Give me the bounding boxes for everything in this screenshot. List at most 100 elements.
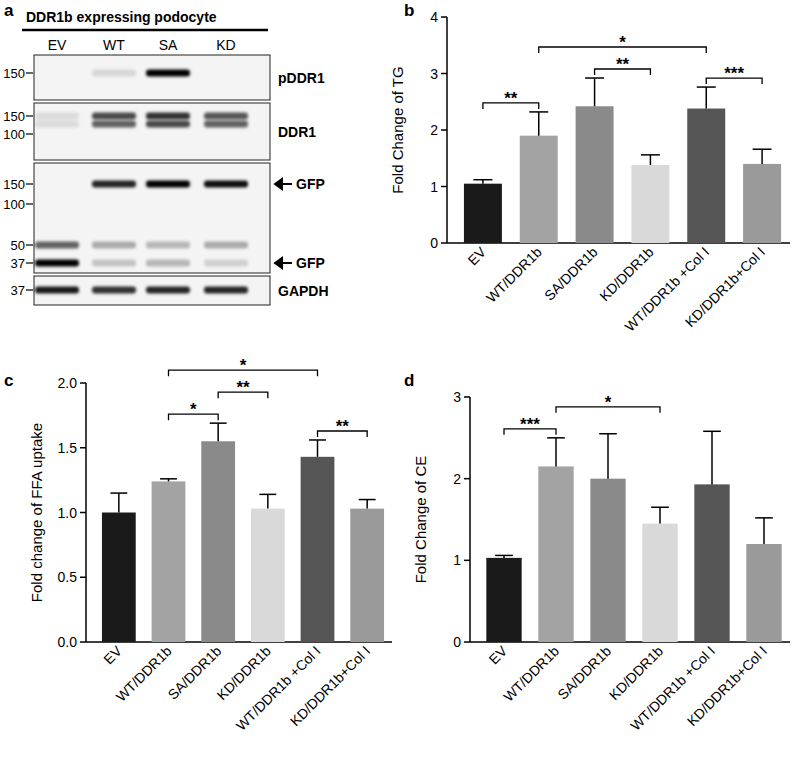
bar	[486, 558, 521, 642]
error-cap	[599, 433, 617, 435]
band	[92, 70, 136, 77]
error-cap	[110, 492, 127, 494]
arrow-label: GFP	[296, 255, 325, 271]
x-tick-label: KD/DDR1b+Col I	[682, 244, 768, 330]
band	[92, 242, 136, 249]
marker-label: 37	[11, 256, 25, 271]
sig-label: ***	[520, 415, 540, 434]
band	[35, 181, 79, 188]
band	[204, 70, 248, 77]
error-cap	[703, 431, 721, 433]
y-axis-label: Fold Change of CE	[412, 456, 429, 584]
error-cap	[651, 507, 669, 509]
y-tick	[464, 478, 470, 480]
title-rule	[22, 29, 268, 32]
band	[92, 181, 136, 188]
marker-tick	[26, 244, 33, 245]
y-tick-label: 2	[430, 122, 438, 138]
arrow	[275, 258, 292, 268]
bar	[687, 109, 725, 243]
error-bar	[359, 500, 376, 509]
marker-label: 100	[3, 127, 25, 142]
error-bar	[259, 494, 276, 508]
plot-area	[102, 423, 384, 642]
marker-tick	[26, 72, 33, 73]
error-bar	[547, 438, 565, 467]
lane-label: WT	[103, 37, 125, 53]
y-tick-label: 4	[430, 9, 438, 25]
bar	[746, 544, 781, 642]
band	[35, 242, 79, 249]
marker-label: 150	[3, 177, 25, 192]
x-tick-label: KD/DDR1b+Col I	[684, 643, 770, 729]
band	[146, 287, 190, 294]
error-bar	[599, 434, 617, 479]
error-stem	[217, 423, 219, 441]
bar	[642, 524, 677, 642]
band	[204, 287, 248, 294]
blot-box	[34, 163, 270, 273]
marker-label: 50	[11, 238, 25, 253]
bar	[201, 441, 235, 642]
bar	[538, 466, 573, 642]
bands	[35, 113, 248, 128]
error-stem	[118, 493, 120, 512]
x-tick-label: WT/DDR1b +Col I	[627, 643, 718, 734]
bar	[743, 164, 781, 243]
error-bar	[651, 507, 669, 523]
error-bar	[755, 518, 773, 544]
row-label: pDDR1	[278, 70, 325, 86]
y-tick	[441, 129, 447, 131]
band	[204, 181, 248, 188]
y-tick-label: 3	[453, 389, 461, 405]
x-tick-label: EV	[486, 642, 511, 667]
y-tick	[441, 16, 447, 18]
band	[146, 121, 190, 128]
error-stem	[711, 431, 713, 484]
band	[92, 121, 136, 128]
y-tick	[464, 396, 470, 398]
chart-bar: c0.00.51.01.52.0Fold change of FFA uptak…	[4, 356, 392, 733]
sig-label: **	[504, 89, 518, 108]
bar	[631, 165, 669, 243]
chart-bar: d0123Fold Change of CEEVWT/DDR1bSA/DDR1b…	[404, 371, 790, 734]
bar	[251, 509, 285, 642]
y-tick	[80, 447, 86, 449]
band	[35, 113, 79, 120]
error-stem	[763, 518, 765, 544]
y-tick-label: 3	[430, 66, 438, 82]
row-label: GAPDH	[278, 283, 329, 299]
x-tick-label: WT/DDR1b	[500, 643, 562, 705]
error-cap	[160, 478, 177, 480]
error-bar	[309, 440, 326, 457]
error-cap	[529, 111, 548, 113]
error-cap	[641, 154, 660, 156]
marker-tick	[26, 289, 33, 290]
y-axis-label: Fold Change of TG	[389, 66, 406, 193]
marker-tick	[26, 133, 33, 134]
band	[35, 287, 79, 294]
y-tick-label: 1.0	[58, 505, 78, 521]
sig-label: *	[605, 393, 612, 412]
error-stem	[267, 494, 269, 508]
x-tick-label: SA/DDR1b	[541, 244, 601, 304]
panel-label: c	[4, 371, 13, 390]
error-cap	[359, 499, 376, 501]
marker-label: 150	[3, 66, 25, 81]
error-cap	[495, 555, 513, 557]
error-cap	[585, 77, 604, 79]
error-cap	[755, 517, 773, 519]
x-tick-label: EV	[465, 243, 490, 268]
error-stem	[761, 149, 763, 164]
marker-label: 150	[3, 109, 25, 124]
sig-label: **	[616, 55, 630, 74]
panel-label: b	[404, 1, 414, 20]
band	[146, 70, 190, 77]
arrow	[275, 179, 292, 189]
marker-tick	[26, 262, 33, 263]
error-bar	[495, 555, 513, 557]
bar	[520, 136, 558, 243]
error-bar	[160, 479, 177, 482]
error-stem	[650, 155, 652, 165]
bar	[350, 509, 384, 642]
